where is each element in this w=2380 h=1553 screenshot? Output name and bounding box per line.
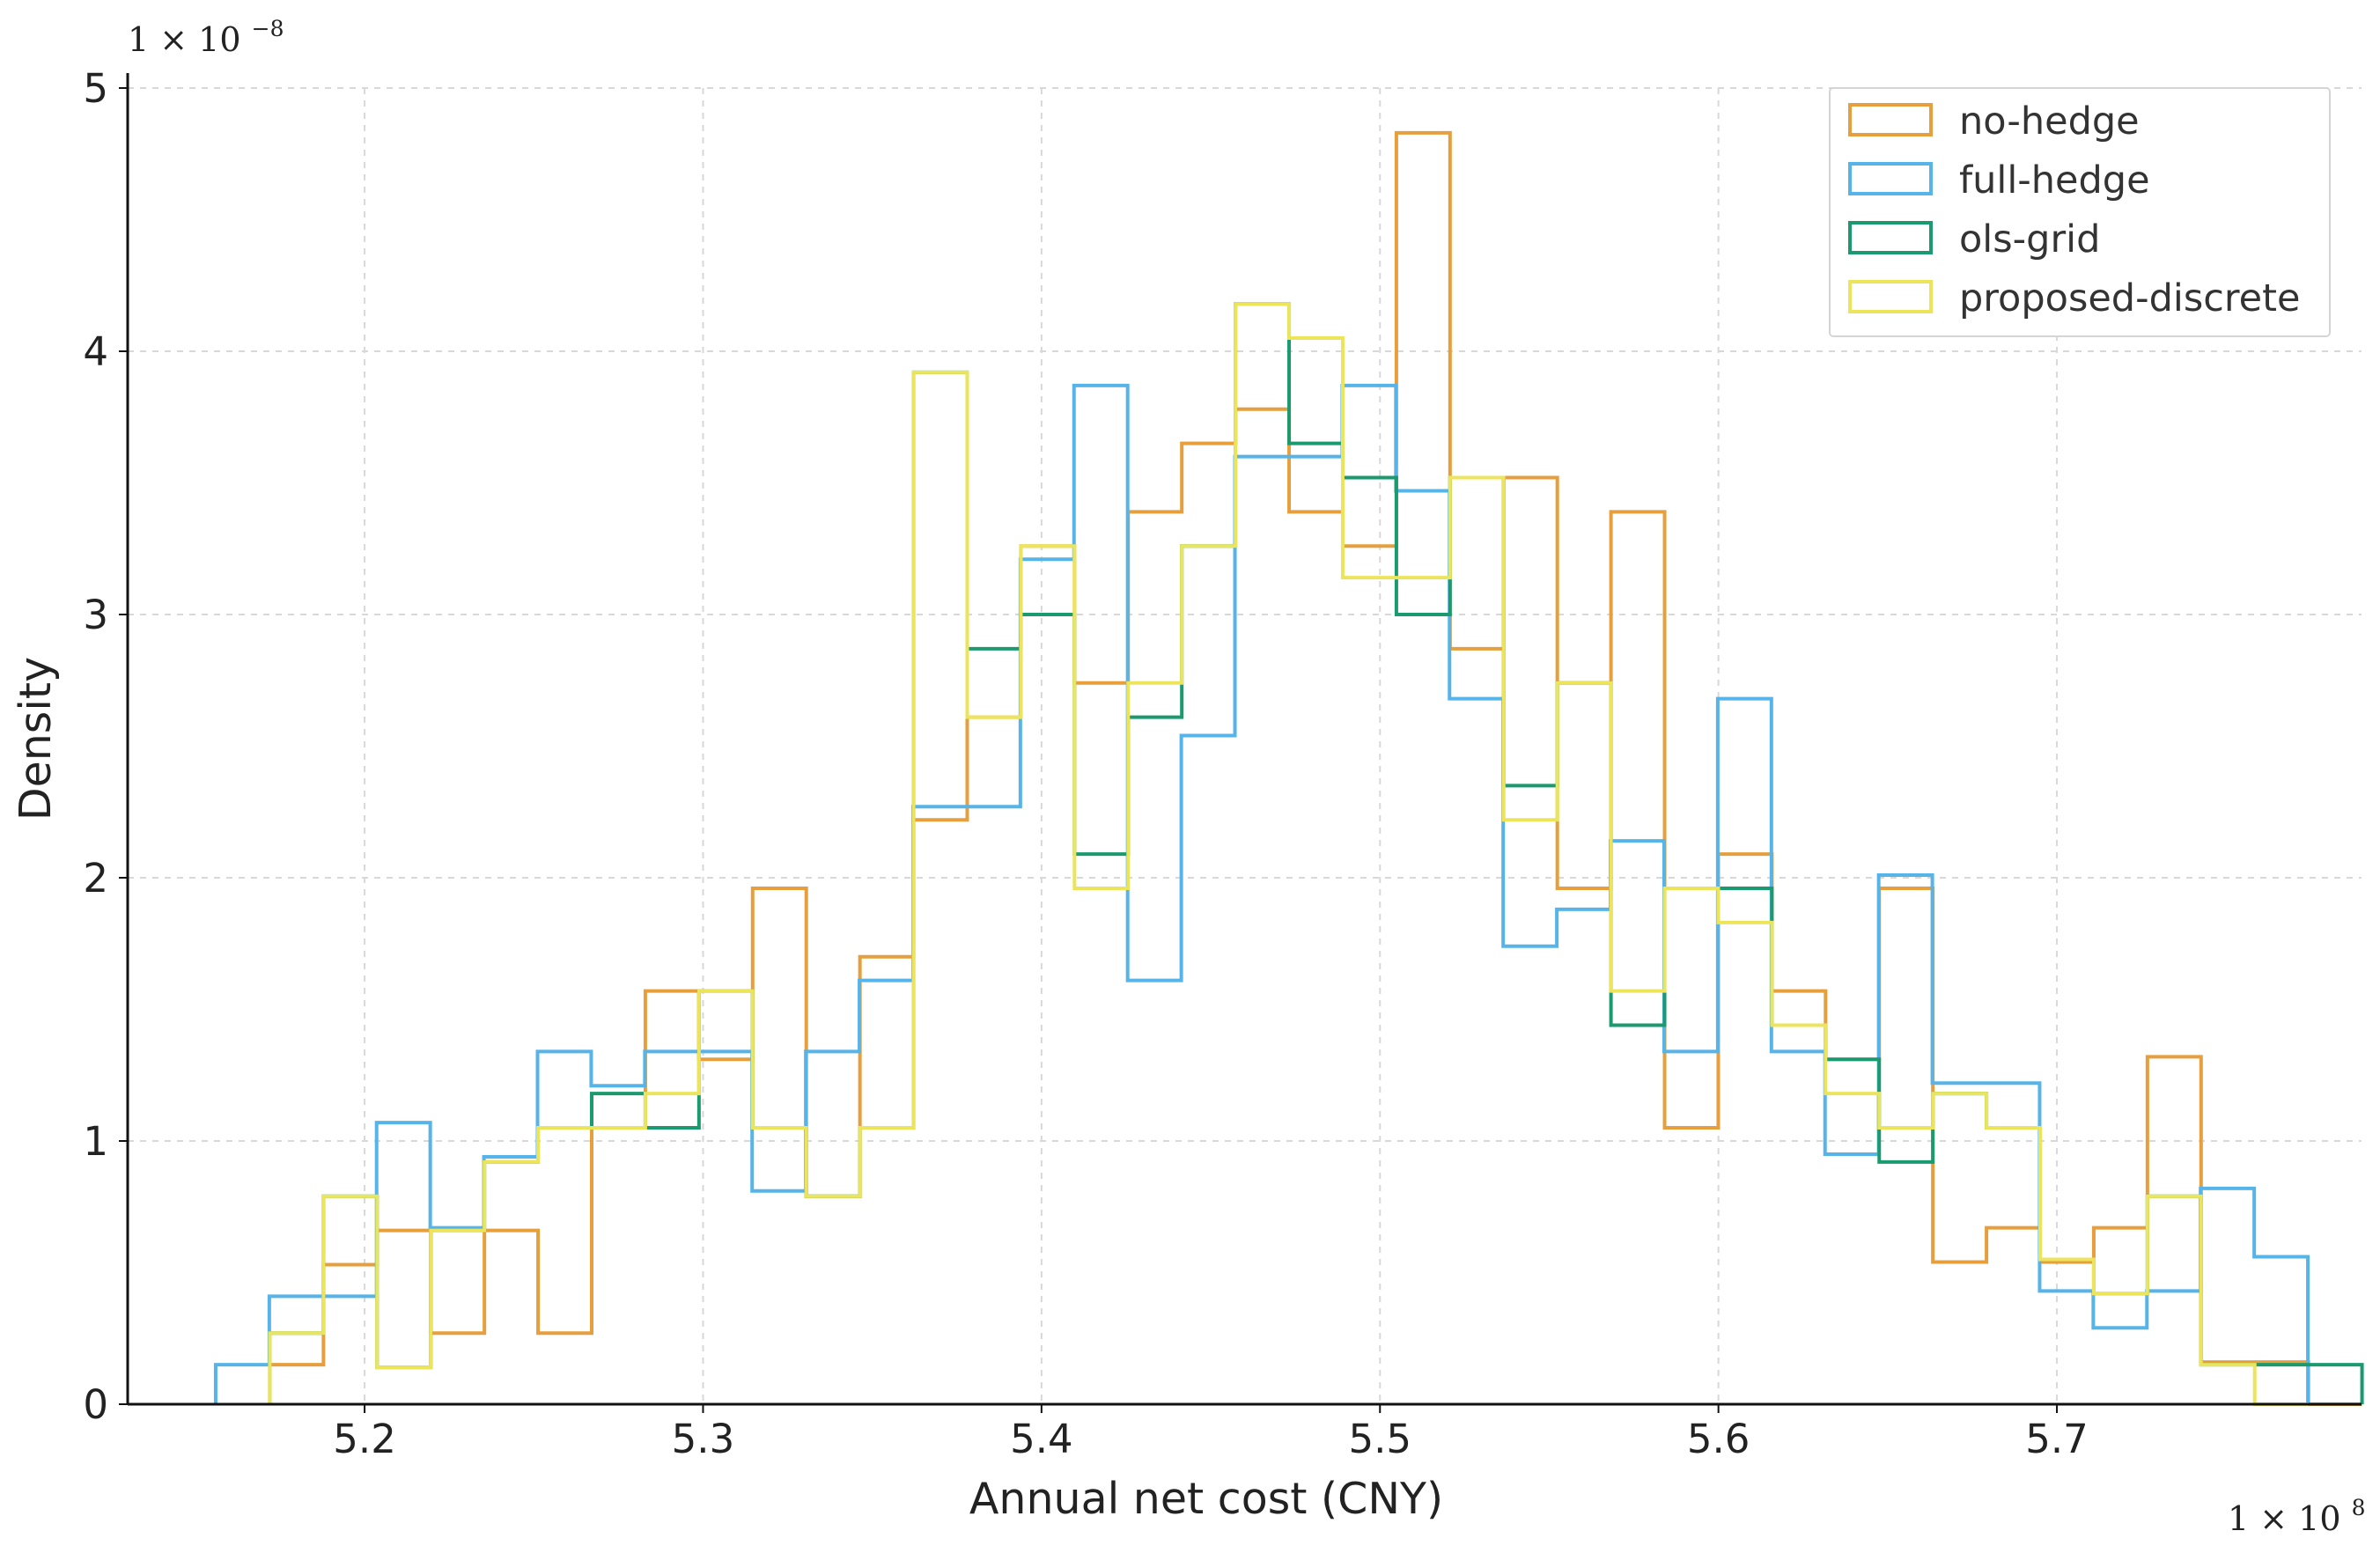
histogram-bin-proposed-discrete-9 (753, 1128, 807, 1404)
series-outline-proposed-discrete (268, 302, 2309, 1406)
y-tick-label: 1 (83, 1118, 108, 1165)
histogram-bin-proposed-discrete-8 (699, 991, 753, 1404)
legend-label-ols-grid: ols-grid (1959, 217, 2100, 261)
y-tick-label: 2 (83, 855, 108, 902)
histogram-bin-proposed-discrete-13 (967, 718, 1021, 1404)
histogram-bin-proposed-discrete-4 (484, 1162, 538, 1404)
series-proposed-discrete (268, 302, 2309, 1406)
histogram-bin-proposed-discrete-27 (1718, 923, 1772, 1404)
axis-ticks: 5.2 5.3 5.4 5.5 5.6 5.7 0 1 2 3 4 5 (83, 65, 2088, 1462)
histogram-bin-proposed-discrete-16 (1128, 683, 1182, 1404)
histogram-bin-proposed-discrete-36 (2201, 1365, 2255, 1404)
y-tick-label: 4 (83, 328, 108, 375)
legend-label-proposed-discrete: proposed-discrete (1959, 276, 2300, 320)
x-tick-label: 5.5 (1348, 1416, 1411, 1462)
y-scale-label: 1 × 10 −8 (128, 16, 284, 59)
histogram-bin-proposed-discrete-20 (1343, 578, 1396, 1404)
histogram-bin-proposed-discrete-19 (1289, 338, 1343, 1404)
histogram-bin-proposed-discrete-25 (1611, 991, 1665, 1404)
histogram-bin-proposed-discrete-21 (1396, 578, 1450, 1404)
histogram-bin-proposed-discrete-1 (323, 1196, 377, 1404)
x-scale-label: 1 × 10 8 (2228, 1495, 2366, 1538)
histogram-bin-proposed-discrete-31 (1933, 1093, 1986, 1404)
histogram-bin-proposed-discrete-26 (1665, 888, 1719, 1404)
y-scale-label-text: 1 × 10 (128, 20, 241, 59)
legend-swatch-no-hedge (1848, 103, 1933, 136)
series-outline-no-hedge (268, 130, 2362, 1406)
histogram-bin-proposed-discrete-2 (377, 1367, 431, 1404)
histogram-bin-proposed-discrete-32 (1986, 1128, 2040, 1404)
legend-swatch-proposed-discrete (1848, 280, 1933, 313)
histogram-bin-proposed-discrete-33 (2040, 1260, 2094, 1404)
histogram-bin-proposed-discrete-14 (1021, 546, 1074, 1404)
histogram-bin-proposed-discrete-24 (1558, 683, 1611, 1404)
x-scale-label-text: 1 × 10 (2228, 1499, 2341, 1538)
histogram-bin-ols-grid-38 (2309, 1365, 2362, 1404)
histogram-bin-proposed-discrete-17 (1182, 546, 1235, 1404)
histogram-bin-ols-grid-37 (2255, 1365, 2309, 1404)
y-tick-label: 3 (83, 592, 108, 638)
histogram-series (213, 130, 2364, 1406)
histogram-bin-full-hedge-0 (216, 1365, 269, 1404)
histogram-bin-proposed-discrete-23 (1504, 820, 1558, 1404)
histogram-bin-proposed-discrete-28 (1772, 1025, 1825, 1404)
x-tick-label: 5.3 (672, 1416, 735, 1462)
x-axis-label: Annual net cost (CNY) (969, 1474, 1443, 1524)
histogram-bin-proposed-discrete-29 (1825, 1093, 1879, 1404)
histogram-bin-full-hedge-3 (377, 1122, 431, 1404)
histogram-bin-proposed-discrete-12 (914, 372, 968, 1404)
series-full-hedge (213, 383, 2310, 1404)
histogram-bin-proposed-discrete-10 (807, 1196, 860, 1404)
y-scale-exponent: −8 (252, 16, 284, 41)
histogram-bin-proposed-discrete-34 (2094, 1293, 2148, 1404)
x-tick-label: 5.7 (2025, 1416, 2089, 1462)
x-tick-label: 5.2 (333, 1416, 396, 1462)
legend: no-hedge full-hedge ols-grid proposed-discr… (1829, 87, 2331, 337)
histogram-bin-proposed-discrete-5 (538, 1128, 592, 1404)
legend-swatch-ols-grid (1848, 221, 1933, 254)
y-tick-label: 5 (83, 65, 108, 112)
legend-swatch-full-hedge (1848, 162, 1933, 195)
legend-box (1829, 87, 2331, 337)
y-tick-label: 0 (83, 1381, 108, 1428)
histogram-bin-proposed-discrete-3 (431, 1231, 484, 1404)
legend-label-no-hedge: no-hedge (1959, 99, 2140, 144)
histogram-bin-proposed-discrete-22 (1450, 478, 1504, 1404)
y-axis-label: Density (11, 657, 61, 821)
x-scale-exponent: 8 (2352, 1495, 2366, 1520)
histogram-bin-proposed-discrete-6 (592, 1128, 645, 1404)
histogram-bin-proposed-discrete-15 (1074, 888, 1128, 1404)
histogram-bin-proposed-discrete-30 (1879, 1128, 1933, 1404)
histogram-bin-proposed-discrete-7 (645, 1093, 699, 1404)
histogram-bin-proposed-discrete-35 (2148, 1196, 2201, 1404)
legend-items: no-hedge full-hedge ols-grid proposed-discr… (1848, 99, 2300, 320)
histogram-bin-proposed-discrete-0 (269, 1333, 323, 1404)
series-no-hedge (268, 130, 2362, 1406)
series-outline-full-hedge (213, 383, 2310, 1404)
histogram-bin-proposed-discrete-11 (860, 1128, 914, 1404)
legend-label-full-hedge: full-hedge (1959, 158, 2150, 202)
histogram-bin-proposed-discrete-18 (1235, 304, 1289, 1404)
x-tick-label: 5.4 (1010, 1416, 1073, 1462)
x-tick-label: 5.6 (1687, 1416, 1750, 1462)
